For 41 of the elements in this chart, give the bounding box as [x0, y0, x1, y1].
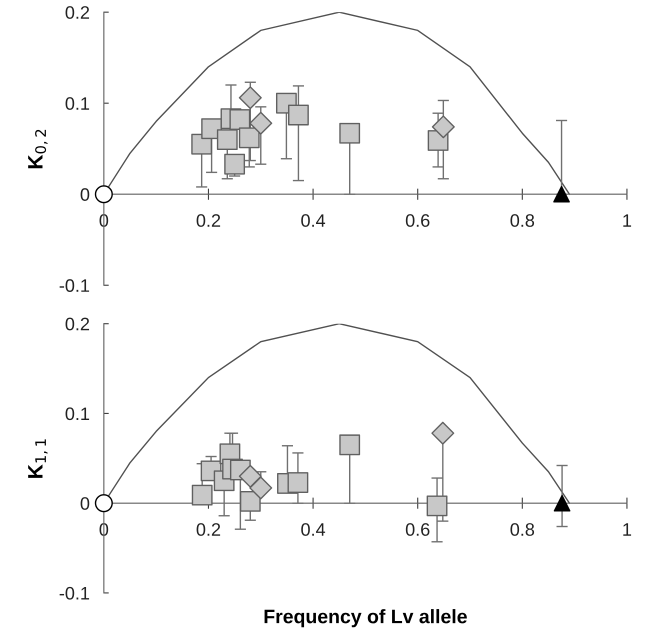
y-tick-label: 0 [80, 188, 90, 201]
y-tick-label: 0 [80, 497, 90, 510]
x-tick-label: 0.6 [406, 523, 430, 536]
point [94, 185, 113, 204]
y-tick-label: -0.1 [60, 586, 90, 600]
x-tick-label: 0.8 [510, 523, 534, 536]
y-axis-title: K$_{1,1}$ [28, 439, 48, 478]
y-tick-label: 0.1 [66, 407, 90, 420]
point [249, 476, 272, 500]
point [238, 86, 262, 110]
y-tick-label: -0.1 [60, 279, 90, 292]
x-tick-label: 1 [623, 214, 632, 227]
point [339, 122, 360, 144]
point [431, 422, 454, 445]
point [426, 495, 448, 516]
x-tick-label: 0.2 [196, 214, 220, 227]
point [287, 472, 308, 493]
y-tick-label: 0.1 [66, 97, 90, 110]
point [432, 115, 455, 138]
point [238, 464, 262, 488]
y-tick-label: 0.2 [66, 6, 90, 19]
y-axis-title: K$_{0,2}$ [28, 130, 48, 168]
x-tick-label: 0.4 [301, 214, 326, 227]
point [216, 129, 238, 150]
point [229, 109, 250, 130]
point [240, 490, 261, 512]
x-tick-label: 0.2 [196, 523, 220, 536]
y-tick-label: 0.2 [66, 318, 90, 330]
point [249, 112, 272, 135]
point [238, 127, 260, 148]
point [192, 484, 213, 506]
point [553, 186, 570, 203]
x-tick-label: 0.8 [510, 214, 534, 227]
x-tick-label: 0.4 [301, 523, 326, 536]
point [339, 434, 360, 456]
point [554, 494, 570, 512]
x-axis-title: Frequency of Lv allele [264, 609, 467, 628]
x-tick-label: 1 [623, 523, 632, 536]
x-tick-label: 0.6 [406, 214, 430, 227]
point [288, 104, 309, 126]
point [94, 494, 113, 512]
